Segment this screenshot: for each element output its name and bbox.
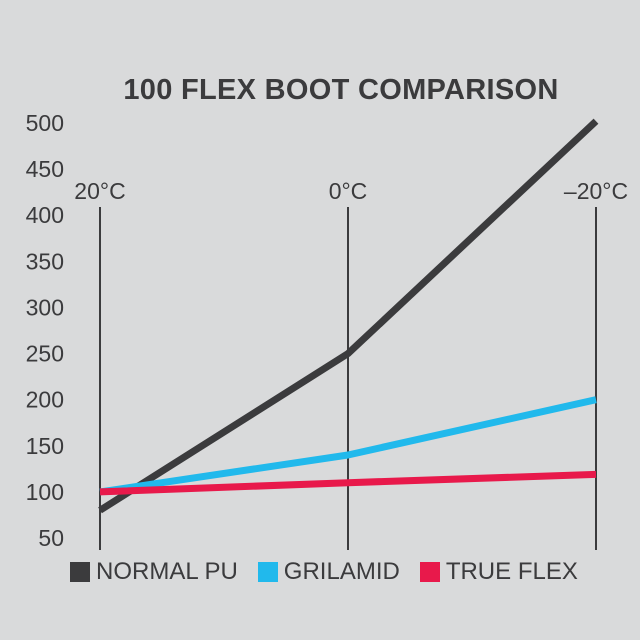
y-tick-label-100: 100 [26, 479, 64, 505]
legend-swatch-normal-pu [70, 562, 90, 582]
x-tick-label-1: 0°C [329, 178, 368, 204]
y-tick-label-300: 300 [26, 294, 64, 320]
y-tick-label-250: 250 [26, 341, 64, 367]
legend-label-true-flex: TRUE FLEX [445, 558, 578, 585]
chart-title: 100 FLEX BOOT COMPARISON [123, 74, 559, 106]
y-tick-label-500: 500 [26, 110, 64, 136]
y-tick-label-400: 400 [26, 202, 64, 228]
y-tick-label-150: 150 [26, 433, 64, 459]
y-tick-label-200: 200 [26, 387, 64, 413]
series-line-grilamid [99, 396, 597, 496]
series-line-normal-pu [98, 118, 599, 514]
legend-item-true-flex: TRUE FLEX [419, 558, 578, 586]
legend-label-normal-pu: NORMAL PU [96, 558, 238, 585]
y-tick-label-450: 450 [26, 156, 64, 182]
legend-item-grilamid: GRILAMID [257, 558, 400, 586]
x-tick-label-0: 20°C [74, 178, 125, 204]
legend: NORMAL PU GRILAMID TRUE FLEX [70, 558, 598, 586]
legend-item-normal-pu: NORMAL PU [70, 558, 238, 586]
x-tick-label-2: –20°C [564, 178, 628, 204]
series-line-true-flex [99, 470, 597, 496]
y-tick-label-50: 50 [38, 525, 64, 551]
legend-label-grilamid: GRILAMID [283, 558, 400, 585]
legend-swatch-true-flex [419, 562, 440, 582]
legend-swatch-grilamid [257, 562, 278, 582]
y-tick-label-350: 350 [26, 248, 64, 274]
